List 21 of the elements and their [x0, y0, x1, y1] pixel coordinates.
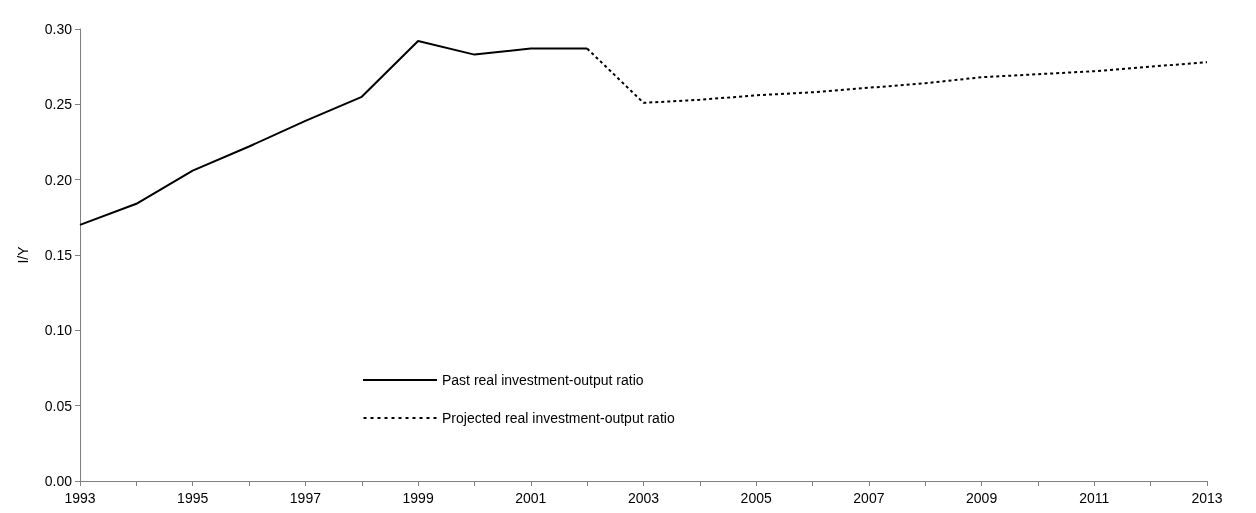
x-tick-label: 2005 [740, 490, 772, 506]
y-tick-label: 0.25 [44, 96, 73, 113]
y-tick-label: 0.15 [44, 247, 73, 263]
y-tick-label: 0.10 [44, 322, 73, 339]
legend-label: Projected real investment-output ratio [442, 410, 675, 426]
y-axis-title: I/Y [15, 245, 31, 264]
x-tick-label: 2009 [966, 490, 998, 506]
x-tick-label: 2011 [1079, 490, 1110, 506]
x-tick-label: 1995 [177, 490, 209, 506]
x-tick-label: 1993 [64, 490, 96, 506]
x-tick-label: 1999 [402, 490, 434, 506]
legend-label: Past real investment-output ratio [442, 372, 644, 388]
x-tick-label: 2003 [627, 490, 660, 506]
y-tick-label: 0.00 [44, 473, 73, 489]
x-tick-label: 1997 [289, 490, 322, 506]
x-tick-label: 2013 [1191, 490, 1223, 506]
y-tick-label: 0.05 [44, 397, 73, 414]
x-tick-label: 2001 [515, 490, 547, 506]
y-tick-label: 0.20 [44, 171, 73, 188]
x-tick-label: 2007 [853, 490, 885, 506]
y-tick-label: 0.30 [44, 21, 73, 37]
